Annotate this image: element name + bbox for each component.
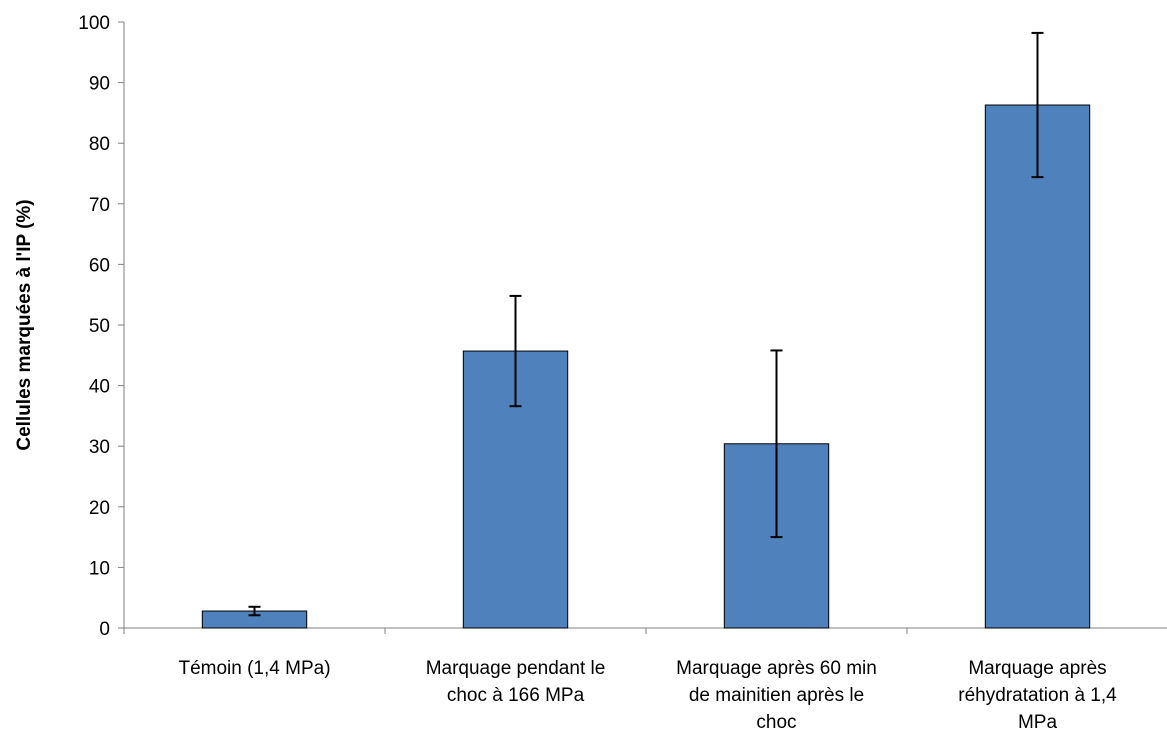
y-tick-label: 90 (89, 74, 110, 95)
y-tick-label: 10 (89, 558, 110, 579)
x-category-label: réhydratation à 1,4 (958, 685, 1117, 706)
bar (984, 104, 1091, 629)
y-axis-title: Cellules marquées à l'IP (%) (14, 199, 35, 450)
x-category-label: choc (756, 712, 796, 733)
x-category-label: Témoin (1,4 MPa) (178, 658, 330, 679)
y-tick-label: 70 (89, 195, 110, 216)
y-tick-label: 60 (89, 255, 110, 276)
x-category-label: de mainitien après le (689, 685, 864, 706)
x-category-label: MPa (1018, 712, 1058, 733)
y-tick-label: 50 (89, 316, 110, 337)
y-tick-label: 40 (89, 377, 110, 398)
y-tick-label: 80 (89, 134, 110, 155)
y-tick-label: 100 (78, 13, 110, 34)
x-category-label: Marquage pendant le (426, 658, 606, 679)
y-tick-label: 20 (89, 498, 110, 519)
x-category-label: choc à 166 MPa (447, 685, 585, 706)
y-tick-label: 30 (89, 437, 110, 458)
x-category-label: Marquage après 60 min (676, 658, 877, 679)
y-tick-label: 0 (99, 619, 110, 640)
x-category-label: Marquage après (968, 658, 1106, 679)
